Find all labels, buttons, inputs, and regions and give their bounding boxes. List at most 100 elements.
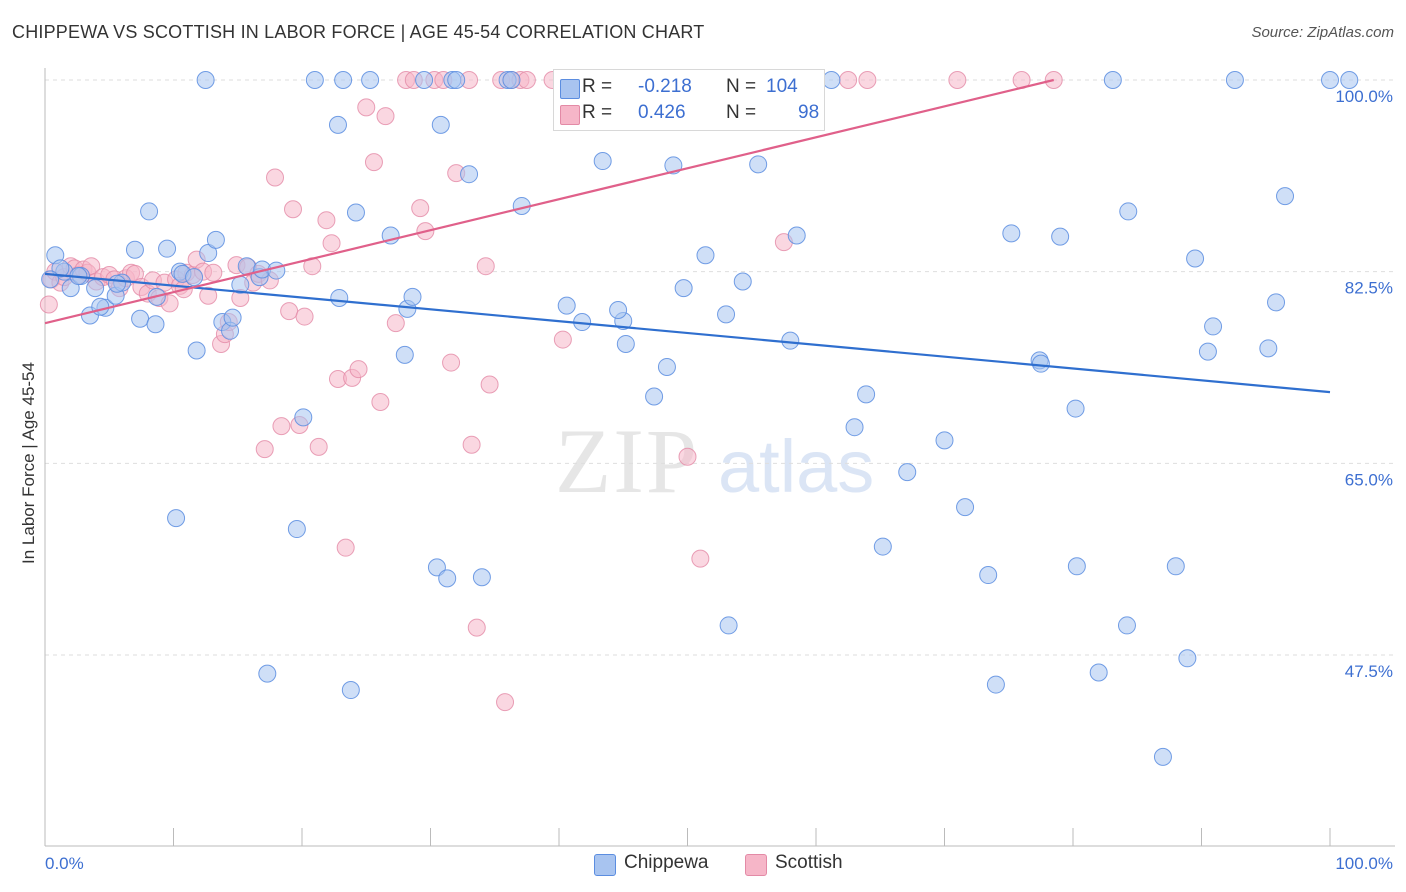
chippewa-point bbox=[1051, 227, 1070, 246]
chippewa-point bbox=[140, 202, 159, 221]
chippewa-point bbox=[1204, 317, 1223, 336]
scottish-point bbox=[199, 286, 218, 305]
scottish-point bbox=[386, 314, 405, 333]
watermark: ZIP atlas bbox=[555, 410, 874, 512]
chippewa-points bbox=[41, 71, 1359, 766]
chippewa-point bbox=[593, 152, 612, 171]
chippewa-point bbox=[1267, 293, 1286, 312]
chippewa-point bbox=[403, 287, 422, 306]
chippewa-point bbox=[609, 301, 628, 319]
scottish-point bbox=[948, 71, 967, 89]
chippewa-point bbox=[1067, 557, 1086, 576]
chippewa-point bbox=[206, 230, 225, 249]
chippewa-swatch bbox=[560, 79, 580, 99]
chippewa-point bbox=[898, 463, 917, 482]
scottish-point bbox=[462, 435, 481, 454]
chippewa-point bbox=[125, 240, 144, 259]
scottish-point bbox=[371, 393, 390, 411]
scottish-legend-swatch bbox=[745, 854, 767, 876]
chippewa-point bbox=[267, 261, 286, 280]
legend-item-scottish[interactable]: Scottish bbox=[745, 852, 843, 876]
chippewa-point bbox=[294, 408, 313, 427]
scottish-point bbox=[858, 71, 877, 89]
scottish-point bbox=[496, 693, 515, 712]
legend-item-chippewa[interactable]: Chippewa bbox=[594, 852, 709, 876]
chippewa-point bbox=[1002, 224, 1021, 243]
chippewa-point bbox=[857, 385, 876, 404]
chippewa-point bbox=[1066, 399, 1085, 418]
chippewa-point bbox=[199, 244, 218, 263]
chippewa-point bbox=[361, 71, 380, 89]
n-value: 98 bbox=[798, 102, 820, 123]
chippewa-point bbox=[717, 305, 736, 324]
x-tick-label-max: 100.0% bbox=[1335, 854, 1393, 873]
chippewa-point bbox=[696, 246, 715, 265]
chippewa-point bbox=[979, 566, 998, 585]
chippewa-point bbox=[1225, 71, 1244, 89]
y-tick-label: 47.5% bbox=[1345, 662, 1393, 681]
scottish-point bbox=[411, 199, 430, 218]
chippewa-point bbox=[1031, 354, 1050, 373]
scottish-point bbox=[517, 71, 536, 89]
scottish-point bbox=[322, 234, 341, 253]
chippewa-point bbox=[557, 296, 576, 315]
chippewa-point bbox=[395, 345, 414, 364]
y-tick-label: 82.5% bbox=[1345, 279, 1393, 298]
axis-labels: 100.0% 82.5% 65.0% 47.5% 0.0% 100.0% In Labor … bbox=[19, 87, 1393, 873]
chippewa-point bbox=[330, 288, 349, 307]
scottish-point bbox=[255, 440, 274, 459]
chippewa-point bbox=[873, 537, 892, 556]
chippewa-point bbox=[158, 239, 177, 258]
n-value: 104 bbox=[766, 76, 798, 97]
chippewa-point bbox=[719, 616, 738, 635]
chippewa-point bbox=[986, 675, 1005, 694]
chippewa-point bbox=[334, 71, 353, 89]
y-tick-label: 65.0% bbox=[1345, 470, 1393, 489]
chippewa-point bbox=[460, 165, 479, 184]
chippewa-legend-label: Chippewa bbox=[624, 852, 709, 873]
chippewa-point bbox=[1089, 663, 1108, 682]
scottish-point bbox=[467, 618, 486, 637]
trend-lines bbox=[44, 78, 1331, 394]
scottish-points bbox=[39, 71, 1063, 712]
r-label: R = bbox=[582, 76, 613, 97]
chippewa-point bbox=[1276, 187, 1295, 206]
scottish-swatch bbox=[560, 105, 580, 125]
axes bbox=[44, 68, 1395, 847]
chippewa-point bbox=[328, 115, 347, 134]
scottish-point bbox=[480, 375, 499, 394]
chippewa-point bbox=[1259, 339, 1278, 358]
scottish-point bbox=[349, 360, 368, 379]
scottish-point bbox=[839, 71, 858, 89]
scottish-point bbox=[317, 211, 336, 230]
chippewa-point bbox=[1153, 747, 1172, 766]
scottish-point bbox=[357, 98, 376, 117]
chippewa-point bbox=[1103, 71, 1122, 89]
scottish-point bbox=[336, 538, 355, 557]
watermark-atlas: atlas bbox=[718, 425, 874, 508]
series-legend: Chippewa Scottish bbox=[0, 852, 1406, 878]
chippewa-point bbox=[305, 71, 324, 89]
chippewa-point bbox=[674, 279, 693, 298]
chippewa-point bbox=[845, 418, 864, 437]
scottish-point bbox=[678, 447, 697, 466]
y-axis-title: In Labor Force | Age 45-54 bbox=[19, 362, 38, 564]
scottish-point bbox=[476, 257, 495, 276]
chippewa-point bbox=[258, 664, 277, 683]
chippewa-point bbox=[427, 558, 446, 577]
chippewa-point bbox=[86, 279, 105, 298]
scottish-point bbox=[691, 549, 710, 568]
chippewa-point bbox=[1186, 249, 1205, 268]
x-tick-label-min: 0.0% bbox=[45, 854, 84, 873]
chippewa-point bbox=[1166, 557, 1185, 576]
chippewa-point bbox=[822, 71, 841, 89]
chippewa-point bbox=[187, 341, 206, 360]
scottish-point bbox=[272, 417, 291, 436]
scottish-point bbox=[266, 168, 285, 187]
scottish-legend-label: Scottish bbox=[775, 852, 843, 873]
n-label: N = bbox=[726, 76, 757, 97]
watermark-zip: ZIP bbox=[555, 410, 699, 512]
chippewa-point bbox=[733, 272, 752, 291]
chippewa-point bbox=[502, 71, 521, 89]
